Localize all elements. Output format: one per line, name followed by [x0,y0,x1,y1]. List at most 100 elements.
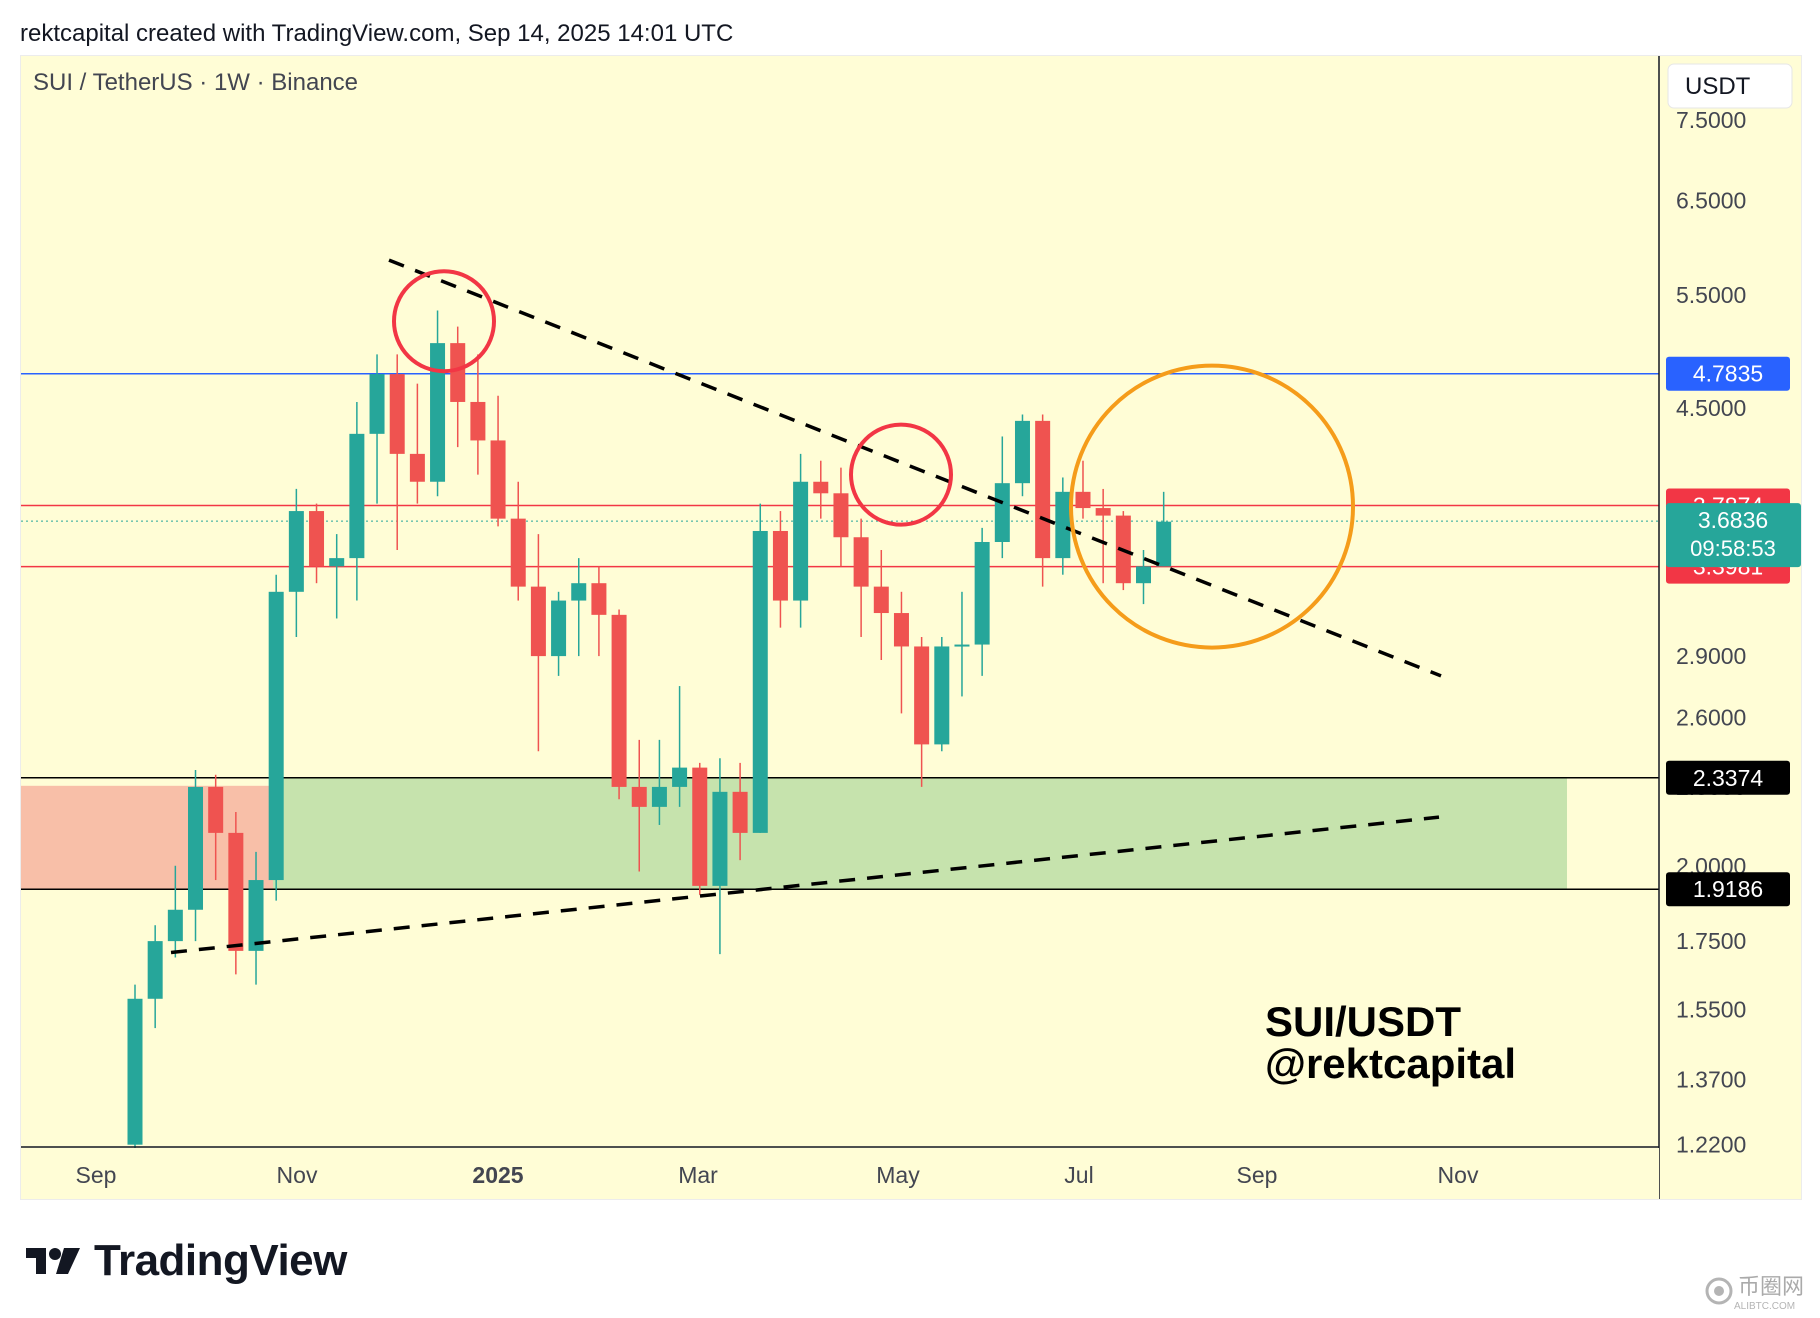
candle-body [994,483,1010,542]
candle-36 [853,518,869,637]
candle-33 [793,453,809,628]
candle-29 [712,758,728,955]
watermark-sub: ALIBTC.COM [1733,1301,1796,1312]
y-tick-label-3: 4.5000 [1676,395,1746,421]
annotation-pair: SUI/USDT [1265,998,1461,1045]
price-label-text: 2.3374 [1693,765,1764,791]
symbol-title: SUI / TetherUS · 1W · Binance [33,69,358,96]
candle-16 [450,326,466,448]
candle-body [228,832,244,951]
candle-body [430,343,446,482]
candle-40 [934,636,950,752]
candle-12 [369,354,385,504]
price-label-bg [1666,760,1790,795]
candle-body [470,401,486,441]
candle-body [1075,491,1091,509]
candle-body [551,600,567,657]
tradingview-logo[interactable]: TradingView [24,1236,347,1286]
price-labels: 4.78353.78743.39812.33741.91863.683609:5… [1666,356,1801,907]
candle-body [309,511,325,567]
y-tick-label-4: 2.9000 [1676,643,1746,669]
time-axis-bg [21,1148,1659,1199]
candle-20 [530,534,546,752]
candle-body [692,767,708,886]
chart-caption: rektcapital created with TradingView.com… [20,20,734,47]
retest-circle [849,422,953,527]
candle-4 [208,774,224,881]
candle-body [369,374,385,434]
price-label-0: 4.7835 [1666,356,1790,391]
candle-body [450,343,466,402]
candle-22 [571,558,587,657]
price-label-text: 4.7835 [1693,361,1763,387]
candle-body [651,786,667,807]
candle-body [833,493,849,538]
candle-body [974,541,990,645]
circles [392,269,1355,650]
x-tick-label-7: Nov [1438,1162,1479,1188]
candle-9 [309,503,325,584]
y-tick-label-10: 1.3700 [1676,1066,1746,1092]
price-chart[interactable]: 7.50006.50005.50004.50002.90002.60002.30… [21,56,1801,1199]
candle-body [188,786,204,910]
candle-body [248,880,264,951]
candle-body [793,481,809,601]
candle-body [349,433,365,559]
candle-body [510,518,526,587]
demand-zone [273,777,1567,890]
price-label-text: 1.9186 [1693,876,1763,902]
candle-body [268,591,284,881]
candle-48 [1095,488,1111,584]
candle-body [167,909,183,942]
candle-51 [1156,491,1172,567]
price-label-bg [1666,872,1790,907]
candle-43 [994,436,1010,559]
candle-body [571,583,587,601]
candle-41 [954,591,970,697]
candle-18 [490,395,506,527]
currency-badge[interactable]: USDT [1685,73,1751,100]
candle-body [591,583,607,615]
chart-frame[interactable]: 7.50006.50005.50004.50002.90002.60002.30… [20,55,1802,1200]
y-tick-label-11: 1.2200 [1676,1132,1746,1158]
candle-body [813,481,829,494]
candle-31 [752,503,768,833]
x-tick-label-0: Sep [76,1162,117,1188]
candle-46 [1055,477,1071,575]
candle-44 [1014,414,1030,497]
candle-body [934,646,950,745]
candle-body [954,644,970,647]
current-price-label-bg [1666,503,1801,568]
top-circle [392,269,496,374]
candle-body [732,791,748,833]
candle-body [873,586,889,614]
currency-badge-bg[interactable] [1667,63,1793,109]
candle-body [1014,420,1030,484]
candle-body [712,791,728,886]
tradingview-logo-icon [26,1248,80,1274]
candle-27 [672,686,688,807]
candle-30 [732,762,748,861]
candle-body [530,586,546,657]
candle-47 [1075,460,1091,519]
candle-2 [167,865,183,958]
candle-34 [813,460,829,519]
price-label-3: 2.3374 [1666,760,1790,795]
candle-body [752,530,768,833]
candle-37 [873,549,889,661]
candle-13 [389,354,405,550]
y-tick-label-2: 5.5000 [1676,282,1746,308]
candles [127,310,1172,1155]
candle-7 [268,574,284,901]
tradingview-brand: TradingView [94,1236,347,1285]
x-tick-label-5: Jul [1064,1162,1093,1188]
candle-26 [651,739,667,825]
countdown-text: 09:58:53 [1690,536,1776,561]
current-price-label: 3.6836 09:58:53 [1666,503,1801,568]
candle-body [288,511,304,592]
candle-body [611,614,627,787]
candle-body [147,941,163,999]
candle-39 [914,636,930,787]
x-tick-label-2: 2025 [472,1162,523,1188]
candle-42 [974,527,990,676]
